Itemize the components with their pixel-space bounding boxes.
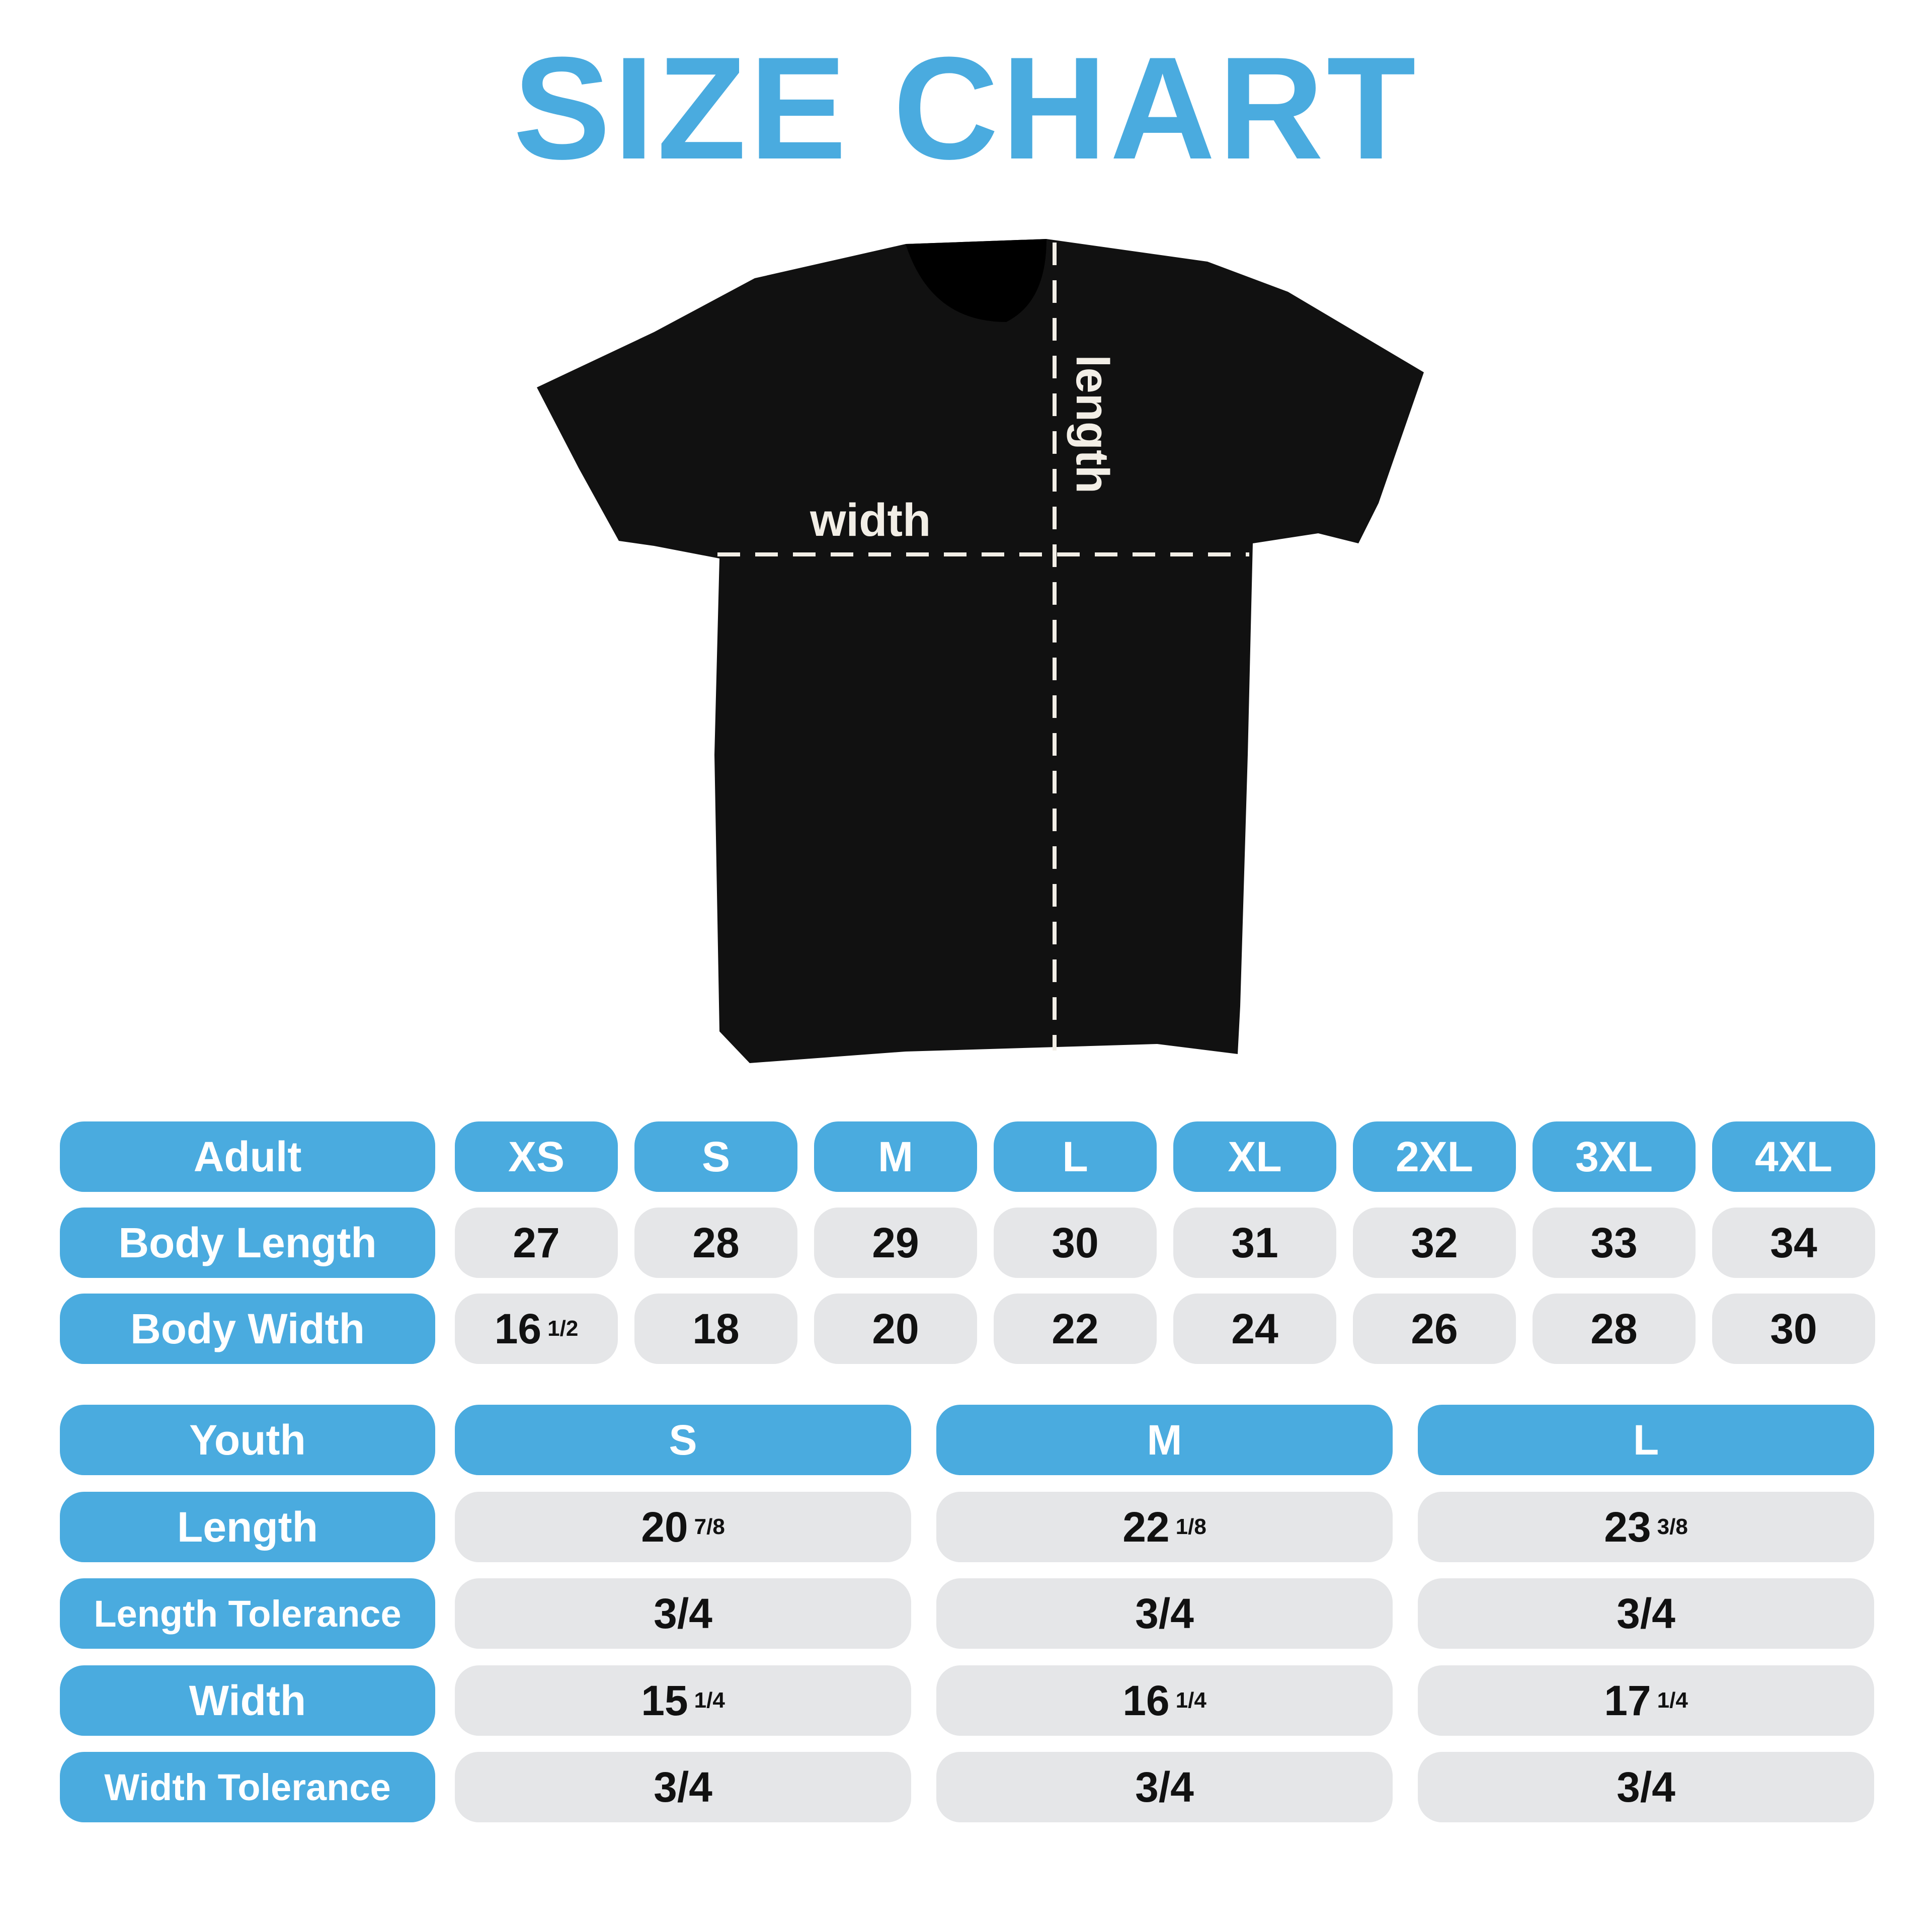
size-value: 16 1/2	[455, 1294, 618, 1364]
size-value: 26	[1353, 1294, 1516, 1364]
size-value: 30	[1712, 1294, 1875, 1364]
youth-header: Youth	[60, 1405, 435, 1475]
size-value: 3/4	[1418, 1578, 1874, 1649]
value-whole: 24	[1231, 1305, 1278, 1352]
row-label: Length	[60, 1492, 435, 1562]
value-whole: 16	[1122, 1676, 1170, 1724]
size-value: 30	[994, 1208, 1157, 1278]
value-whole: 3/4	[1135, 1589, 1194, 1637]
youth-size-header: M	[936, 1405, 1393, 1475]
value-whole: 3/4	[1135, 1763, 1194, 1811]
adult-size-header: 2XL	[1353, 1121, 1516, 1192]
value-fraction: 1/4	[694, 1688, 725, 1713]
size-value: 31	[1173, 1208, 1336, 1278]
tshirt-diagram: width length	[537, 239, 1424, 1063]
size-value: 22	[994, 1294, 1157, 1364]
value-fraction: 7/8	[694, 1514, 725, 1539]
size-value: 18	[634, 1294, 797, 1364]
size-value: 23 3/8	[1418, 1492, 1874, 1562]
row-label: Body Length	[60, 1208, 435, 1278]
size-value: 28	[1533, 1294, 1696, 1364]
size-value: 3/4	[455, 1578, 911, 1649]
size-value: 24	[1173, 1294, 1336, 1364]
value-whole: 18	[692, 1305, 740, 1352]
size-value: 3/4	[1418, 1752, 1874, 1822]
value-whole: 15	[641, 1676, 688, 1724]
value-fraction: 1/8	[1175, 1514, 1206, 1539]
size-value: 3/4	[455, 1752, 911, 1822]
tshirt-shape	[537, 239, 1424, 1063]
page-title: SIZE CHART	[513, 27, 1419, 190]
size-value: 17 1/4	[1418, 1665, 1874, 1736]
value-whole: 31	[1231, 1219, 1278, 1266]
row-label: Width	[60, 1665, 435, 1736]
value-whole: 27	[513, 1219, 560, 1266]
adult-size-header: XS	[455, 1121, 618, 1192]
value-whole: 22	[1052, 1305, 1099, 1352]
row-label: Body Width	[60, 1294, 435, 1364]
adult-size-header: 3XL	[1533, 1121, 1696, 1192]
value-whole: 30	[1770, 1305, 1817, 1352]
youth-size-header: L	[1418, 1405, 1874, 1475]
value-whole: 20	[641, 1503, 688, 1551]
size-value: 20 7/8	[455, 1492, 911, 1562]
value-whole: 29	[872, 1219, 919, 1266]
value-whole: 26	[1411, 1305, 1458, 1352]
size-value: 16 1/4	[936, 1665, 1393, 1736]
value-whole: 28	[692, 1219, 740, 1266]
size-value: 20	[814, 1294, 977, 1364]
size-value: 15 1/4	[455, 1665, 911, 1736]
value-fraction: 1/4	[1657, 1688, 1688, 1713]
youth-size-header: S	[455, 1405, 911, 1475]
value-whole: 17	[1604, 1676, 1651, 1724]
adult-size-header: 4XL	[1712, 1121, 1875, 1192]
size-value: 3/4	[936, 1578, 1393, 1649]
value-whole: 3/4	[654, 1763, 712, 1811]
size-value: 33	[1533, 1208, 1696, 1278]
size-value: 32	[1353, 1208, 1516, 1278]
length-label: length	[1067, 355, 1118, 494]
size-value: 3/4	[936, 1752, 1393, 1822]
row-label: Length Tolerance	[60, 1578, 435, 1649]
value-whole: 34	[1770, 1219, 1817, 1266]
size-value: 34	[1712, 1208, 1875, 1278]
value-whole: 33	[1590, 1219, 1638, 1266]
width-label: width	[810, 495, 931, 546]
collar	[906, 239, 1046, 322]
adult-header: Adult	[60, 1121, 435, 1192]
value-whole: 3/4	[654, 1589, 712, 1637]
value-fraction: 3/8	[1657, 1514, 1688, 1539]
size-value: 22 1/8	[936, 1492, 1393, 1562]
adult-size-header: XL	[1173, 1121, 1336, 1192]
value-fraction: 1/2	[547, 1316, 579, 1341]
size-value: 27	[455, 1208, 618, 1278]
value-whole: 22	[1122, 1503, 1170, 1551]
size-value: 29	[814, 1208, 977, 1278]
value-whole: 28	[1590, 1305, 1638, 1352]
row-label: Width Tolerance	[60, 1752, 435, 1822]
value-whole: 20	[872, 1305, 919, 1352]
value-whole: 30	[1052, 1219, 1099, 1266]
value-fraction: 1/4	[1175, 1688, 1206, 1713]
adult-size-header: L	[994, 1121, 1157, 1192]
value-whole: 3/4	[1617, 1763, 1675, 1811]
value-whole: 23	[1604, 1503, 1651, 1551]
size-value: 28	[634, 1208, 797, 1278]
value-whole: 3/4	[1617, 1589, 1675, 1637]
value-whole: 32	[1411, 1219, 1458, 1266]
value-whole: 16	[494, 1305, 542, 1352]
adult-size-header: M	[814, 1121, 977, 1192]
adult-size-header: S	[634, 1121, 797, 1192]
